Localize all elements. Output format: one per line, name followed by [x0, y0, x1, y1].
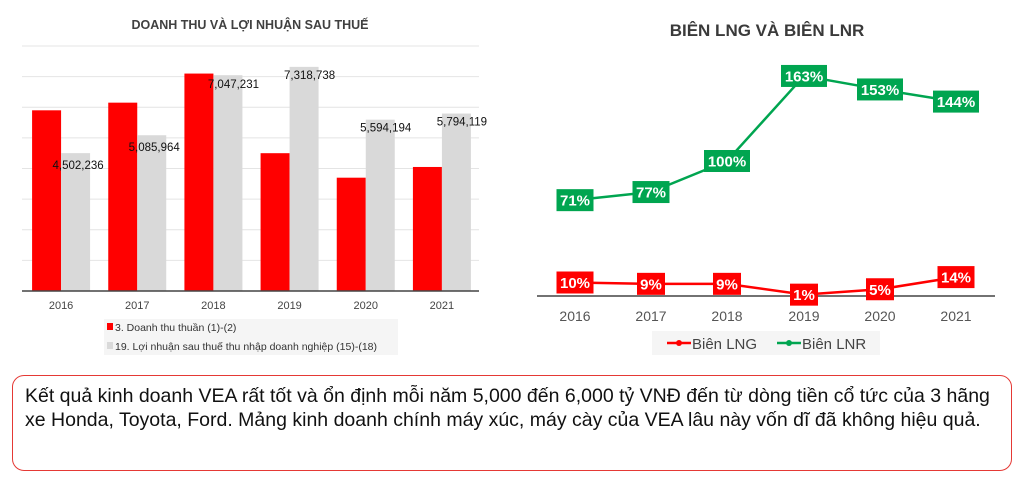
legend-label: 3. Doanh thu thuần (1)-(2) — [115, 322, 236, 334]
bar-profit-2020 — [365, 119, 395, 291]
bar-revenue-2020 — [336, 177, 366, 291]
data-label: 77% — [636, 185, 666, 202]
data-label-box — [933, 90, 979, 113]
data-label: 14% — [941, 270, 971, 287]
data-label: 5,085,964 — [129, 142, 181, 154]
data-label-box — [713, 272, 741, 295]
data-label: 100% — [708, 154, 746, 171]
x-tick-label: 2017 — [635, 308, 666, 324]
commentary-box: Kết quả kinh doanh VEA rất tốt và ổn địn… — [12, 375, 1012, 471]
legend-marker — [786, 340, 792, 346]
data-label: 7,318,738 — [284, 70, 335, 82]
bar-revenue-2017 — [108, 102, 138, 291]
bar-revenue-2016 — [32, 110, 62, 291]
x-tick-label: 2019 — [277, 300, 301, 312]
legend-box — [104, 319, 398, 355]
data-label: 5,794,119 — [437, 117, 487, 129]
legend-swatch — [107, 342, 113, 349]
x-tick-label: 2019 — [788, 308, 819, 324]
data-label-box — [637, 272, 665, 295]
x-tick-label: 2020 — [864, 308, 895, 324]
bar-profit-2019 — [289, 66, 319, 291]
bar-profit-2021 — [441, 113, 471, 291]
data-label: 4,502,236 — [52, 160, 103, 172]
data-label: 9% — [716, 276, 738, 293]
x-tick-label: 2021 — [430, 300, 454, 312]
data-label-box — [866, 278, 894, 301]
data-label-box — [556, 271, 594, 294]
bar-chart-title: DOANH THU VÀ LỢI NHUẬN SAU THUẾ — [131, 17, 368, 32]
x-tick-label: 2016 — [559, 308, 590, 324]
legend-swatch — [107, 323, 113, 330]
x-tick-label: 2017 — [125, 300, 149, 312]
bar-profit-2018 — [213, 75, 243, 291]
x-tick-label: 2016 — [49, 300, 73, 312]
legend-label: 19. Lợi nhuận sau thuế thu nhập doanh ng… — [115, 341, 377, 353]
data-label: 5,594,194 — [360, 123, 412, 135]
data-label-box — [937, 266, 975, 289]
x-tick-label: 2021 — [940, 308, 971, 324]
data-label-box — [790, 283, 818, 306]
legend-label: Biên LNR — [802, 336, 866, 353]
legend-marker — [676, 340, 682, 346]
line-biên-lng — [574, 275, 957, 296]
charts: DOANH THU VÀ LỢI NHUẬN SAU THUẾ 4,502,236… — [22, 17, 995, 355]
data-label: 7,047,231 — [208, 79, 259, 91]
data-label-box — [781, 64, 827, 87]
x-tick-label: 2018 — [711, 308, 742, 324]
data-label: 153% — [861, 82, 899, 99]
data-label-box — [632, 181, 670, 204]
line-chart-title: BIÊN LNG VÀ BIÊN LNR — [670, 21, 865, 40]
bar-revenue-2019 — [260, 153, 290, 291]
legend-label: Biên LNG — [692, 336, 757, 353]
data-label: 1% — [793, 287, 815, 304]
data-label-box — [556, 189, 594, 212]
data-label-box — [857, 78, 903, 101]
data-label: 5% — [869, 282, 891, 299]
bar-revenue-2018 — [184, 73, 214, 291]
bar-profit-2017 — [137, 135, 167, 291]
data-label: 9% — [640, 276, 662, 293]
bar-revenue-2021 — [412, 166, 442, 291]
x-tick-label: 2018 — [201, 300, 225, 312]
data-label: 71% — [560, 193, 590, 210]
data-label: 144% — [937, 94, 975, 111]
bar-profit-2016 — [61, 153, 91, 291]
data-label: 163% — [785, 68, 823, 85]
data-label: 10% — [560, 275, 590, 292]
x-tick-label: 2020 — [354, 300, 378, 312]
data-label-box — [704, 150, 750, 172]
